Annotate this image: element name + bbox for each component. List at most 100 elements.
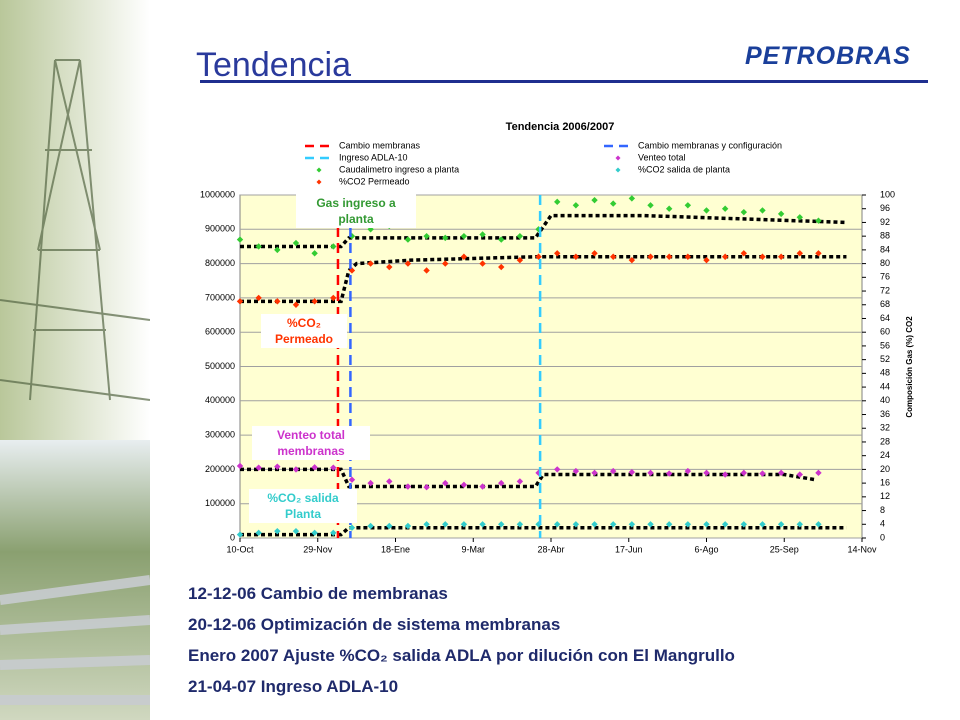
legend-label: Cambio membranas y configuración (638, 140, 782, 150)
photo-strip (0, 0, 150, 720)
point (274, 298, 281, 305)
point (796, 214, 803, 221)
point (554, 521, 561, 528)
point (516, 478, 524, 485)
x-tick-label: 29-Nov (303, 544, 333, 554)
point (367, 522, 374, 530)
point (367, 260, 374, 267)
level-line (240, 467, 816, 489)
point (292, 301, 300, 308)
y-tick-label: 1000000 (200, 189, 235, 199)
point (554, 198, 561, 206)
point (777, 210, 785, 218)
point (460, 232, 468, 240)
point (572, 467, 580, 475)
point (665, 253, 673, 260)
y2-tick-label: 52 (880, 354, 890, 364)
y2-tick-label: 100 (880, 189, 895, 199)
note-date: Enero 2007 (188, 646, 279, 665)
point (404, 236, 412, 243)
point (311, 250, 318, 257)
point (740, 250, 748, 257)
point (255, 529, 262, 537)
point (516, 521, 524, 528)
point (460, 253, 468, 260)
point (292, 527, 300, 535)
point (759, 470, 766, 477)
point (740, 469, 748, 477)
y2-tick-label: 24 (880, 450, 890, 460)
point (535, 469, 542, 477)
legend-label: Cambio membranas (339, 140, 421, 150)
point (498, 479, 505, 487)
point (498, 263, 505, 271)
point (777, 253, 785, 260)
point (721, 471, 729, 478)
point (535, 521, 542, 528)
point (684, 521, 692, 528)
point (647, 202, 654, 209)
y-tick-label: 200000 (205, 464, 235, 474)
point (292, 466, 300, 473)
y-tick-label: 500000 (205, 361, 235, 371)
x-tick-label: 18-Ene (381, 544, 410, 554)
annotation: Venteo total membranas (252, 426, 370, 460)
point (535, 253, 542, 260)
note: 21-04-07 Ingreso ADLA-10 (188, 677, 735, 708)
point (423, 484, 430, 491)
y2-tick-label: 48 (880, 368, 890, 378)
point (796, 250, 803, 257)
point (442, 260, 449, 267)
point (740, 521, 748, 528)
y2-tick-label: 8 (880, 505, 885, 515)
y-tick-label: 0 (230, 532, 235, 542)
point (721, 521, 729, 528)
annotation: Gas ingreso a planta (296, 194, 416, 228)
point (274, 463, 281, 470)
point (311, 298, 318, 305)
point (610, 253, 617, 260)
point (759, 253, 766, 260)
point (479, 521, 486, 528)
point (572, 521, 580, 528)
point (721, 205, 729, 212)
point (610, 467, 617, 475)
legend-label: Ingreso ADLA-10 (339, 152, 408, 162)
point (236, 462, 244, 470)
x-tick-label: 9-Mar (461, 544, 485, 554)
point (367, 479, 374, 487)
point (777, 469, 785, 477)
point (386, 478, 393, 485)
point (628, 195, 636, 202)
y-tick-label: 600000 (205, 327, 235, 337)
point (404, 522, 412, 530)
point (479, 483, 486, 490)
legend-label: Caudalimetro ingreso a planta (339, 164, 459, 174)
point (386, 522, 393, 530)
point (591, 250, 598, 257)
point (591, 469, 598, 477)
y2-tick-label: 0 (880, 532, 885, 542)
point (386, 263, 393, 271)
point (255, 243, 262, 250)
note: Enero 2007 Ajuste %CO₂ salida ADLA por d… (188, 646, 735, 677)
x-tick-label: 6-Ago (694, 544, 718, 554)
point (404, 483, 412, 490)
point (684, 467, 692, 475)
point (703, 521, 710, 528)
point (423, 232, 430, 240)
y2-tick-label: 36 (880, 409, 890, 419)
point (703, 256, 710, 264)
point (442, 521, 449, 528)
point (610, 521, 617, 528)
y-tick-label: 900000 (205, 224, 235, 234)
point (647, 253, 654, 260)
slide-title: Tendencia (196, 46, 352, 84)
point (498, 521, 505, 528)
legend-label: Venteo total (638, 152, 686, 162)
point (255, 464, 262, 471)
legend-marker (615, 167, 621, 173)
point (274, 246, 281, 254)
